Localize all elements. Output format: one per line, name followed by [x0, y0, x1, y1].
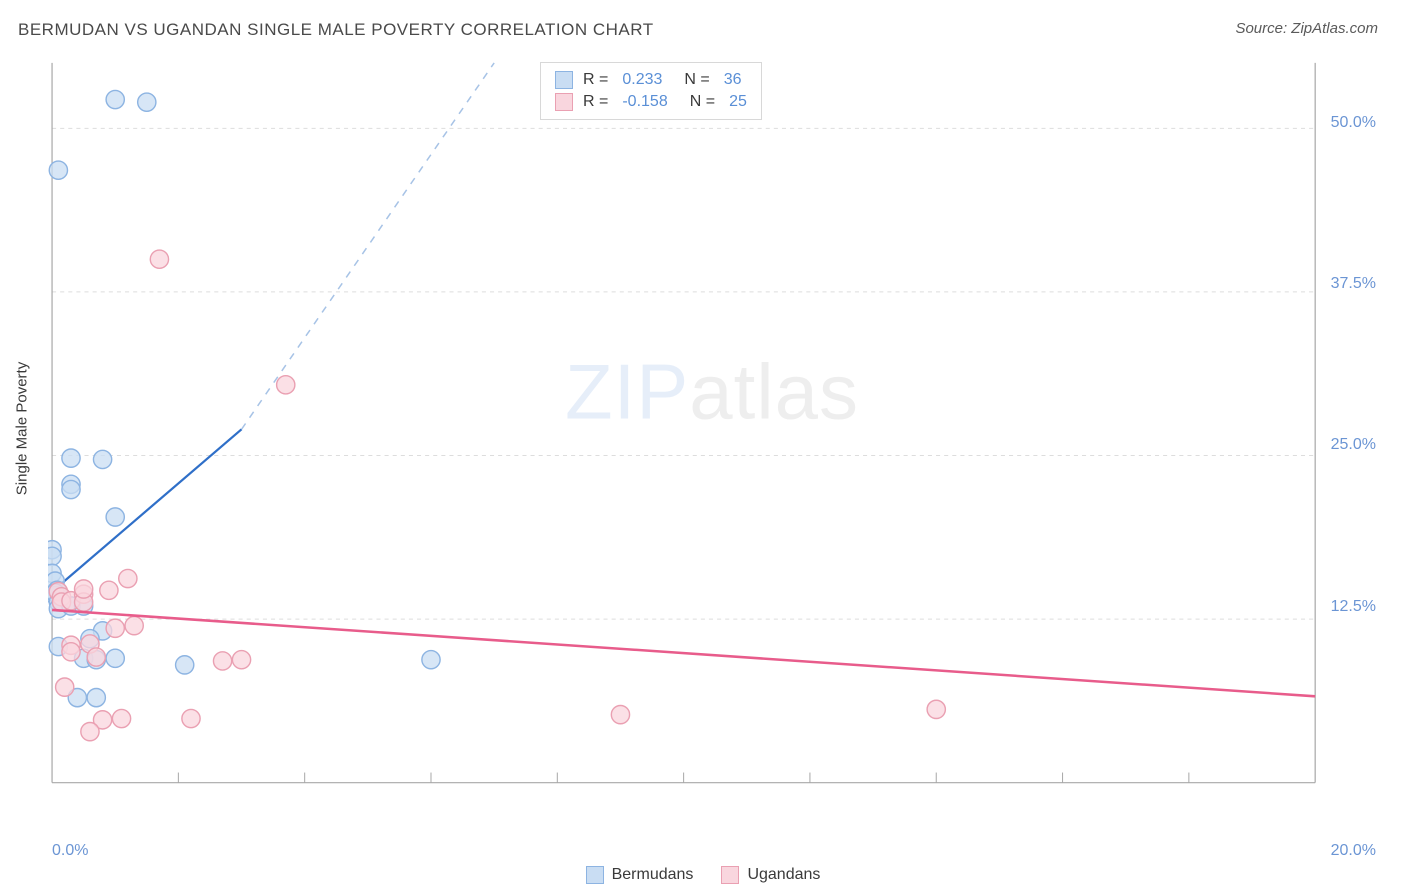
- swatch-icon: [721, 866, 739, 884]
- y-tick-label: 37.5%: [1331, 275, 1376, 293]
- n-value-ugandans: 25: [729, 93, 747, 111]
- legend-label: Ugandans: [747, 866, 820, 884]
- chart-title: BERMUDAN VS UGANDAN SINGLE MALE POVERTY …: [18, 20, 654, 40]
- scatter-plot: [48, 58, 1376, 818]
- legend-item: Ugandans: [721, 866, 820, 884]
- legend-row-ugandans: R = -0.158 N = 25: [555, 91, 747, 113]
- swatch-icon: [586, 866, 604, 884]
- n-label: N =: [684, 71, 709, 89]
- n-label: N =: [690, 93, 715, 111]
- r-label: R =: [583, 71, 608, 89]
- y-tick-label: 25.0%: [1331, 436, 1376, 454]
- legend-item: Bermudans: [586, 866, 694, 884]
- source-attribution: Source: ZipAtlas.com: [1235, 20, 1378, 37]
- r-label: R =: [583, 93, 608, 111]
- x-tick-label: 0.0%: [52, 842, 88, 860]
- y-tick-label: 50.0%: [1331, 114, 1376, 132]
- x-tick-label: 20.0%: [1331, 842, 1376, 860]
- n-value-bermudans: 36: [724, 71, 742, 89]
- y-tick-label: 12.5%: [1331, 598, 1376, 616]
- swatch-bermudans: [555, 71, 573, 89]
- legend-series: Bermudans Ugandans: [0, 866, 1406, 884]
- legend-correlation: R = 0.233 N = 36 R = -0.158 N = 25: [540, 62, 762, 120]
- r-value-ugandans: -0.158: [622, 93, 667, 111]
- r-value-bermudans: 0.233: [622, 71, 662, 89]
- legend-label: Bermudans: [612, 866, 694, 884]
- y-axis-label: Single Male Poverty: [14, 362, 31, 495]
- legend-row-bermudans: R = 0.233 N = 36: [555, 69, 747, 91]
- swatch-ugandans: [555, 93, 573, 111]
- chart-area: ZIPatlas: [48, 58, 1376, 818]
